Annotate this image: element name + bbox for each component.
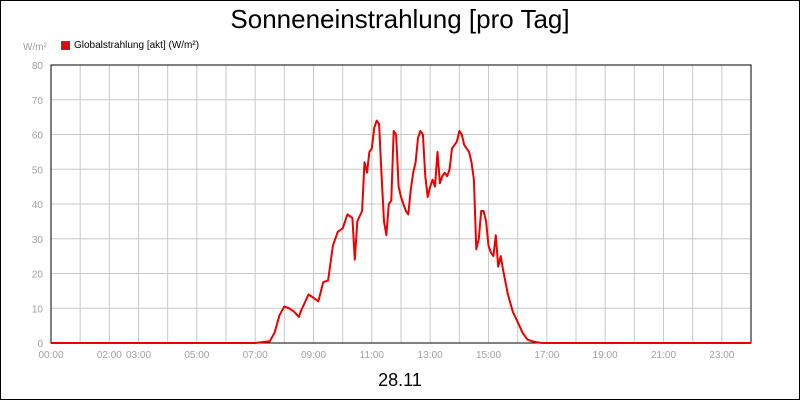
x-tick-label: 02:00: [97, 350, 122, 361]
x-tick-label: 11:00: [360, 350, 385, 361]
y-tick-label: 40: [32, 200, 44, 211]
y-tick-label: 70: [32, 96, 44, 107]
legend-label: Globalstrahlung [akt] (W/m²): [74, 40, 200, 51]
x-tick-label: 23:00: [709, 350, 734, 361]
x-tick-label: 13:00: [418, 350, 443, 361]
chart-title: Sonneneinstrahlung [pro Tag]: [230, 4, 570, 34]
plot-border: [50, 64, 752, 344]
x-tick-label: 17:00: [534, 350, 559, 361]
y-tick-label: 50: [32, 165, 44, 176]
x-tick-label: 03:00: [126, 350, 151, 361]
y-tick-label: 0: [37, 339, 43, 350]
y-tick-label: 30: [32, 235, 44, 246]
y-axis-unit: W/m²: [23, 42, 47, 53]
series-line: [51, 119, 751, 344]
y-tick-label: 20: [32, 270, 44, 281]
legend-swatch: [61, 41, 70, 50]
x-tick-label: 15:00: [476, 350, 501, 361]
x-tick-label: 05:00: [184, 350, 209, 361]
chart-legend: Globalstrahlung [akt] (W/m²): [61, 40, 199, 51]
x-tick-label: 19:00: [593, 350, 618, 361]
y-tick-label: 10: [32, 304, 44, 315]
y-tick-label: 60: [32, 131, 44, 142]
x-tick-label: 21:00: [651, 350, 676, 361]
date-label: 28.11: [378, 370, 422, 390]
y-tick-label: 80: [32, 61, 44, 72]
x-tick-label: 00:00: [38, 350, 63, 361]
x-tick-label: 09:00: [301, 350, 326, 361]
x-tick-label: 07:00: [243, 350, 268, 361]
